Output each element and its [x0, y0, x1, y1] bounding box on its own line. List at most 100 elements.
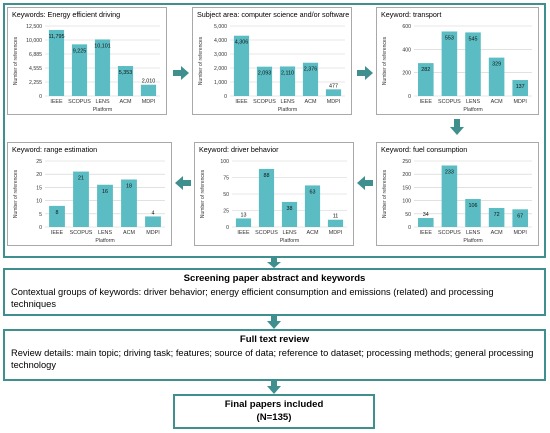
bar [71, 44, 88, 96]
x-tick-label: MDPI [513, 99, 526, 105]
bar [235, 218, 252, 227]
data-label: 233 [445, 169, 454, 175]
bar [279, 66, 296, 96]
data-label: 545 [469, 36, 478, 42]
chart-title: Subject area: computer science and/or so… [197, 10, 350, 19]
bar [304, 185, 321, 227]
y-tick-label: 250 [402, 159, 411, 165]
data-label: 10,101 [94, 43, 111, 49]
data-label: 4 [152, 210, 155, 216]
bar [512, 209, 528, 227]
x-tick-label: ACM [120, 99, 132, 105]
chart-title: Keyword: fuel consumption [381, 145, 468, 154]
y-tick-label: 3,000 [214, 52, 227, 58]
data-label: 2,093 [258, 71, 272, 77]
chart-panel-subject-area: Subject area: computer science and/or so… [192, 7, 352, 115]
bar [258, 168, 275, 227]
x-tick-label: SCOPUS [438, 99, 461, 105]
y-tick-label: 25 [223, 209, 229, 215]
bar [441, 165, 458, 227]
x-tick-label: LENS [466, 230, 480, 236]
x-tick-label: IEEE [51, 230, 64, 236]
x-axis-label: Platform [463, 107, 482, 113]
chart-title: Keyword: driver behavior [199, 145, 279, 154]
chart-panel-fuel-consumption: Keyword: fuel consumption 0 50 100 150 200 25… [376, 142, 539, 246]
final-papers-count: (N=135) [256, 412, 292, 423]
x-tick-label: SCOPUS [70, 230, 93, 236]
x-axis-label: Platform [463, 238, 482, 244]
bar-chart-subject-area: 0 1,000 2,000 3,000 4,000 5,000 Number of refe… [198, 24, 345, 113]
y-tick-label: 4,555 [29, 66, 42, 72]
y-tick-label: 100 [402, 199, 411, 205]
charts-frame [3, 3, 546, 258]
chart-panel-range-estimation: Keyword: range estimation 0 5 10 15 20 25 Numb… [7, 142, 172, 246]
x-tick-label: ACM [307, 230, 319, 236]
data-label: 4,306 [235, 40, 249, 46]
screening-text: Contextual groups of keywords: driver be… [11, 287, 494, 309]
y-axis-label: Number of references [13, 36, 19, 85]
data-label: 5,353 [119, 70, 133, 76]
y-tick-label: 0 [224, 94, 227, 100]
data-label: 72 [494, 212, 500, 218]
x-tick-label: IEEE [420, 99, 433, 105]
arrow-left-icon [357, 176, 373, 190]
y-tick-label: 0 [226, 225, 229, 231]
data-label: 282 [421, 67, 430, 73]
x-tick-label: IEEE [50, 99, 63, 105]
bar [117, 66, 134, 96]
x-tick-label: IEEE [237, 230, 250, 236]
arrow-down-icon [267, 315, 281, 329]
bar-chart-transport: 0 200 400 600 Number of references 282 IEEE 553… [382, 24, 532, 113]
y-tick-label: 100 [220, 159, 229, 165]
bar [49, 205, 65, 227]
bar [48, 29, 65, 97]
y-tick-label: 150 [402, 185, 411, 191]
arrow-left-icon [175, 176, 191, 190]
y-axis-label: Number of references [382, 169, 388, 218]
data-label: 67 [517, 213, 523, 219]
bar [325, 89, 342, 96]
bar [302, 62, 319, 96]
chart-panel-transport: Keyword: transport 0 200 400 600 Number of r… [376, 7, 539, 115]
bar [418, 63, 434, 96]
bar [441, 31, 458, 96]
y-tick-label: 400 [402, 47, 411, 53]
x-tick-label: SCOPUS [438, 230, 461, 236]
bar-chart-range-estimation: 0 5 10 15 20 25 Number of references 8 IEEE 21 SCO… [13, 159, 165, 244]
screening-title: Screening paper abstract and keywords [183, 273, 366, 284]
data-label: 2,110 [281, 70, 294, 76]
x-tick-label: ACM [305, 99, 317, 105]
bar [281, 201, 298, 227]
x-tick-label: MDPI [329, 230, 342, 236]
y-tick-label: 5 [39, 212, 42, 218]
chart-title: Keyword: transport [381, 10, 442, 19]
bar-chart-driver-behavior: 0 25 50 75 100 Number of references 13 IEEE 88 SC… [200, 159, 347, 244]
bar [121, 179, 137, 227]
y-tick-label: 2,000 [214, 66, 227, 72]
data-label: 8 [56, 210, 59, 216]
x-tick-label: SCOPUS [255, 230, 278, 236]
data-label: 553 [445, 35, 454, 41]
data-label: 477 [329, 83, 338, 89]
y-tick-label: 5,000 [214, 24, 227, 30]
bar [465, 32, 481, 96]
chart-panel-driver-behavior: Keyword: driver behavior 0 25 50 75 100 Numbe… [194, 142, 354, 246]
y-axis-label: Number of references [200, 169, 206, 218]
x-tick-label: LENS [95, 99, 109, 105]
data-label: 11 [333, 214, 339, 220]
y-tick-label: 6,885 [29, 52, 42, 58]
arrow-down-icon [267, 380, 281, 394]
y-tick-label: 1,000 [214, 80, 227, 86]
data-label: 88 [264, 173, 270, 179]
arrow-right-icon [357, 66, 373, 80]
y-tick-label: 50 [405, 212, 411, 218]
y-tick-label: 200 [402, 71, 411, 77]
x-tick-label: IEEE [420, 230, 433, 236]
bar [145, 216, 161, 227]
data-label: 11,795 [48, 34, 64, 40]
arrow-right-icon [173, 66, 189, 80]
arrow-down-icon [450, 119, 464, 135]
data-label: 2,376 [304, 67, 318, 73]
full-text-review-text: Review details: main topic; driving task… [11, 348, 534, 370]
data-label: 2,010 [142, 79, 156, 85]
